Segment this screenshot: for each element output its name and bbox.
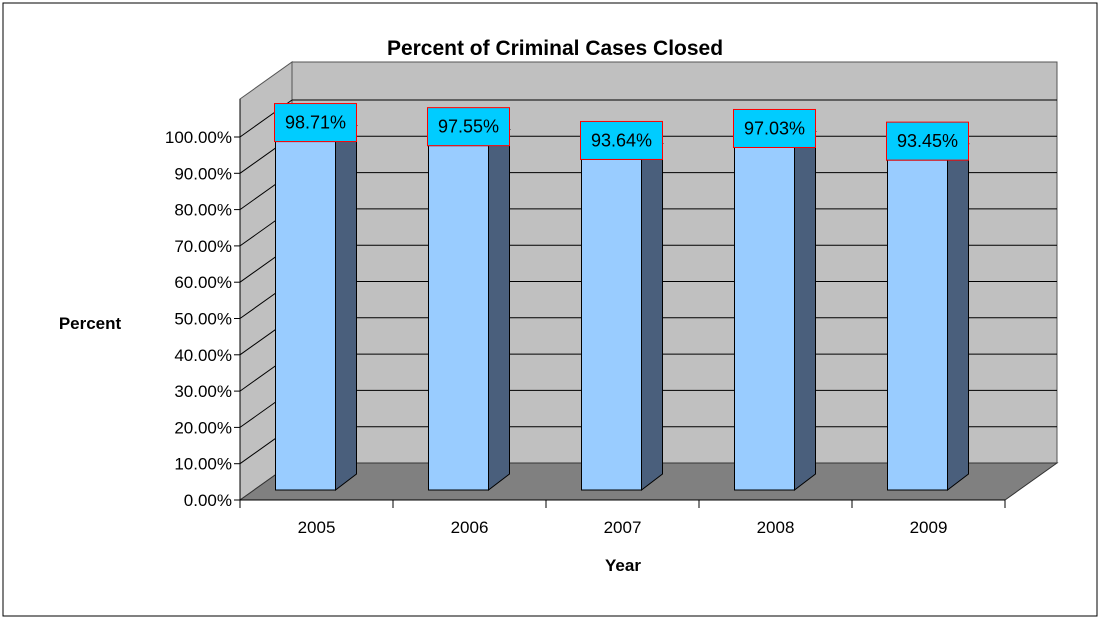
bar [427, 128, 511, 492]
bar-side [488, 128, 510, 492]
bar-side [794, 130, 816, 492]
data-label-text: 97.55% [438, 117, 499, 137]
bar-side [641, 142, 663, 492]
x-tick-label: 2008 [757, 518, 795, 537]
bar-side [947, 143, 969, 492]
x-axis-title: Year [605, 556, 641, 575]
x-tick-label: 2005 [298, 518, 336, 537]
data-label: 97.55% [427, 107, 510, 147]
bar-front [275, 141, 336, 491]
y-tick-label: 60.00% [174, 273, 232, 292]
data-label-box [427, 107, 510, 147]
y-tick-label: 70.00% [174, 237, 232, 256]
bar [580, 142, 664, 492]
y-tick-label: 80.00% [174, 201, 232, 220]
y-tick-label: 100.00% [165, 128, 232, 147]
y-tick-label: 40.00% [174, 346, 232, 365]
y-tick-label: 50.00% [174, 310, 232, 329]
x-tick-label: 2006 [451, 518, 489, 537]
bar [274, 124, 358, 492]
y-tick-label: 20.00% [174, 418, 232, 437]
bar-side [335, 124, 357, 492]
y-axis-title: Percent [59, 314, 122, 333]
y-tick-label: 10.00% [174, 455, 232, 474]
data-label-text: 98.71% [285, 113, 346, 133]
data-label-text: 93.45% [897, 131, 958, 151]
x-tick-label: 2007 [604, 518, 642, 537]
y-tick-label: 90.00% [174, 164, 232, 183]
data-label-box [886, 121, 969, 161]
chart-title: Percent of Criminal Cases Closed [387, 37, 723, 60]
bar-front [581, 158, 642, 491]
y-tick-label: 30.00% [174, 382, 232, 401]
y-tick-label: 0.00% [184, 491, 232, 510]
bar [886, 143, 970, 492]
bar-front [734, 146, 795, 491]
x-tick-label: 2009 [910, 518, 948, 537]
bar-front [887, 159, 948, 491]
data-label-box [580, 120, 663, 160]
data-label: 97.03% [733, 108, 816, 148]
bar-front [428, 145, 489, 491]
data-label: 93.64% [580, 120, 663, 160]
data-label: 93.45% [886, 121, 969, 161]
data-label-box [733, 108, 816, 148]
data-label-text: 93.64% [591, 130, 652, 150]
bar [733, 130, 817, 492]
data-label: 98.71% [274, 103, 357, 143]
data-label-text: 97.03% [744, 118, 805, 138]
data-label-box [274, 103, 357, 143]
